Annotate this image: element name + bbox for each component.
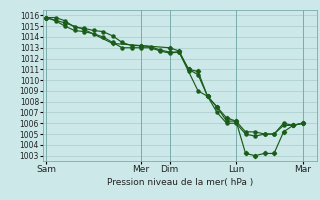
X-axis label: Pression niveau de la mer( hPa ): Pression niveau de la mer( hPa ) (107, 178, 253, 187)
